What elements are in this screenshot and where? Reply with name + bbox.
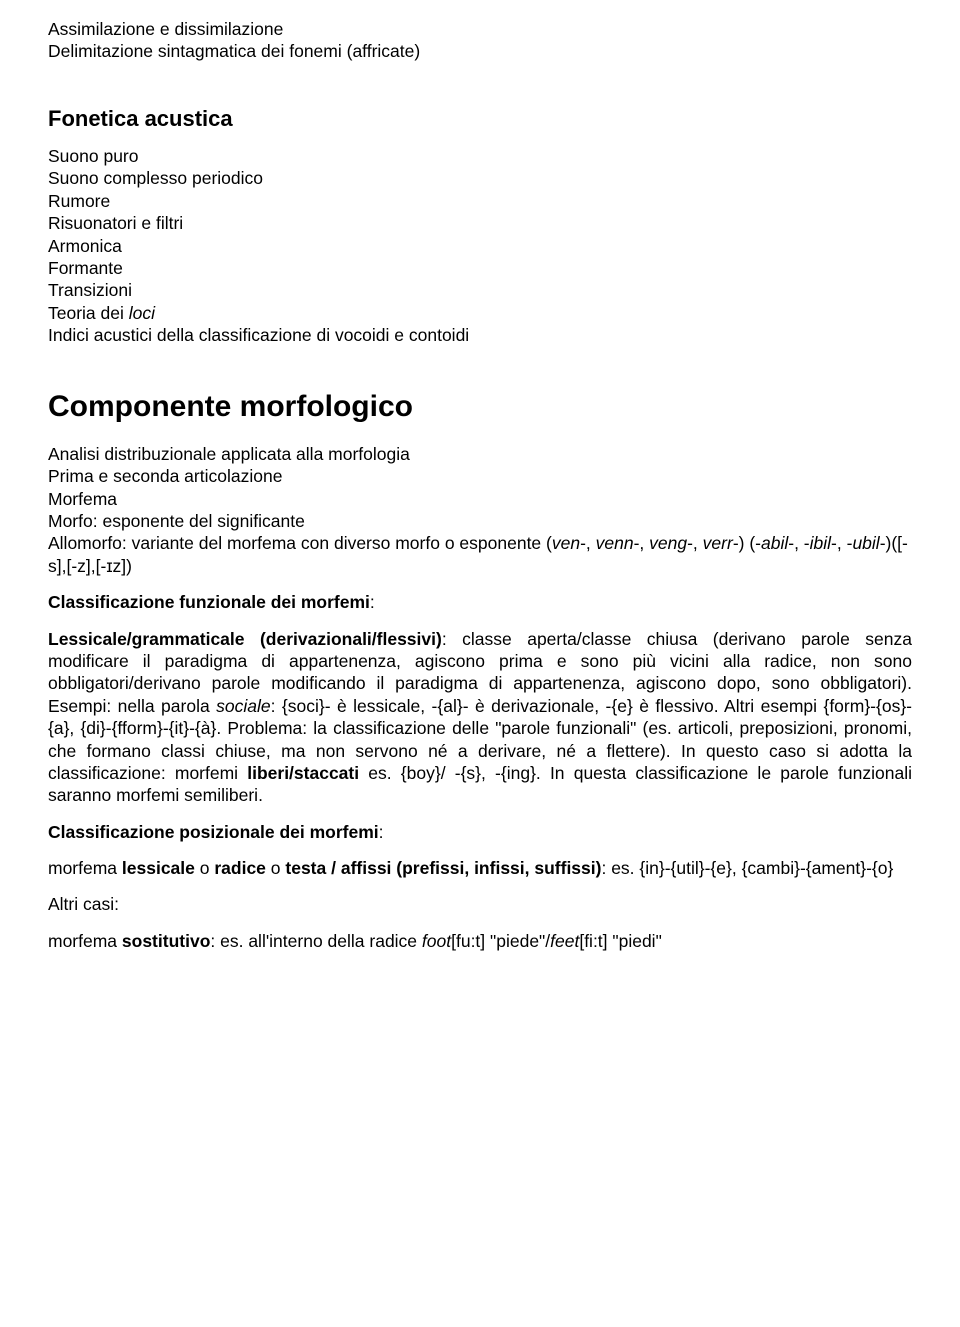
class-funz-heading: Classificazione funzionale dei morfemi: xyxy=(48,591,912,613)
morfo-l5h: verr xyxy=(703,533,733,553)
fonetica-l2: Suono complesso periodico xyxy=(48,167,912,189)
fonetica-l3: Rumore xyxy=(48,190,912,212)
class-pos-line1: morfema lessicale o radice o testa / aff… xyxy=(48,857,912,879)
cp-foot: foot xyxy=(422,931,451,951)
fonetica-l7: Transizioni xyxy=(48,279,912,301)
cp-l1e: o xyxy=(266,858,285,878)
cp-sost5: [fi:t] "piedi" xyxy=(579,931,661,951)
class-funz-lead: Lessicale/grammaticale (derivazionali/fl… xyxy=(48,629,442,649)
class-funz-para: Lessicale/grammaticale (derivazionali/fl… xyxy=(48,628,912,807)
morfo-l5f: veng xyxy=(649,533,687,553)
class-pos-heading: Classificazione posizionale dei morfemi: xyxy=(48,821,912,843)
morfo-l5: Allomorfo: variante del morfema con dive… xyxy=(48,532,912,577)
fonetica-l8b: loci xyxy=(129,303,155,323)
document-page: Assimilazione e dissimilazione Delimitaz… xyxy=(0,0,960,1327)
class-funz-heading-text: Classificazione funzionale dei morfemi xyxy=(48,592,370,612)
cp-l1d: radice xyxy=(214,858,266,878)
fonetica-l8: Teoria dei loci xyxy=(48,302,912,324)
top-line-2: Delimitazione sintagmatica dei fonemi (a… xyxy=(48,40,912,62)
top-line-1: Assimilazione e dissimilazione xyxy=(48,18,912,40)
fonetica-l4: Risuonatori e filtri xyxy=(48,212,912,234)
cp-l1c: o xyxy=(195,858,214,878)
fonetica-l6: Formante xyxy=(48,257,912,279)
cp-l1b: lessicale xyxy=(122,858,195,878)
fonetica-l1: Suono puro xyxy=(48,145,912,167)
cp-l1a: morfema xyxy=(48,858,122,878)
morfo-l5d: venn xyxy=(596,533,634,553)
morfo-l6b: -, - xyxy=(788,533,809,553)
morfo-l6a: abil xyxy=(761,533,788,553)
morfo-l5i: -) (- xyxy=(733,533,761,553)
morfo-l5g: -, xyxy=(687,533,703,553)
cp-sost3: : es. all'interno della radice xyxy=(210,931,422,951)
fonetica-heading: Fonetica acustica xyxy=(48,105,912,133)
morfo-heading: Componente morfologico xyxy=(48,388,912,426)
class-funz-sociale: sociale xyxy=(216,696,270,716)
cp-sost2: sostitutivo xyxy=(122,931,210,951)
morfo-l5a: Allomorfo: variante del morfema con dive… xyxy=(48,533,552,553)
morfo-l5b: ven xyxy=(552,533,580,553)
morfo-l3: Morfema xyxy=(48,488,912,510)
morfo-l6d: -, - xyxy=(831,533,852,553)
class-pos-heading-text: Classificazione posizionale dei morfemi xyxy=(48,822,379,842)
fonetica-l5: Armonica xyxy=(48,235,912,257)
cp-sost1: morfema xyxy=(48,931,122,951)
cp-sost4: [fu:t] "piede"/ xyxy=(451,931,550,951)
morfo-l1: Analisi distribuzionale applicata alla m… xyxy=(48,443,912,465)
fonetica-l9: Indici acustici della classificazione di… xyxy=(48,324,912,346)
fonetica-l8a: Teoria dei xyxy=(48,303,129,323)
class-pos-altri: Altri casi: xyxy=(48,893,912,915)
class-pos-sost: morfema sostitutivo: es. all'interno del… xyxy=(48,930,912,952)
cp-feet: feet xyxy=(550,931,579,951)
morfo-l2: Prima e seconda articolazione xyxy=(48,465,912,487)
cp-l1f: testa / affissi (prefissi, infissi, suff… xyxy=(285,858,601,878)
class-funz-liberi: liberi/staccati xyxy=(247,763,359,783)
morfo-l6e: ubil xyxy=(852,533,879,553)
morfo-l4: Morfo: esponente del significante xyxy=(48,510,912,532)
morfo-l5e: -, xyxy=(634,533,650,553)
cp-l1g: : es. {in}-{util}-{e}, {cambi}-{ament}-{… xyxy=(601,858,893,878)
morfo-l6c: ibil xyxy=(810,533,831,553)
morfo-l5c: -, xyxy=(580,533,596,553)
